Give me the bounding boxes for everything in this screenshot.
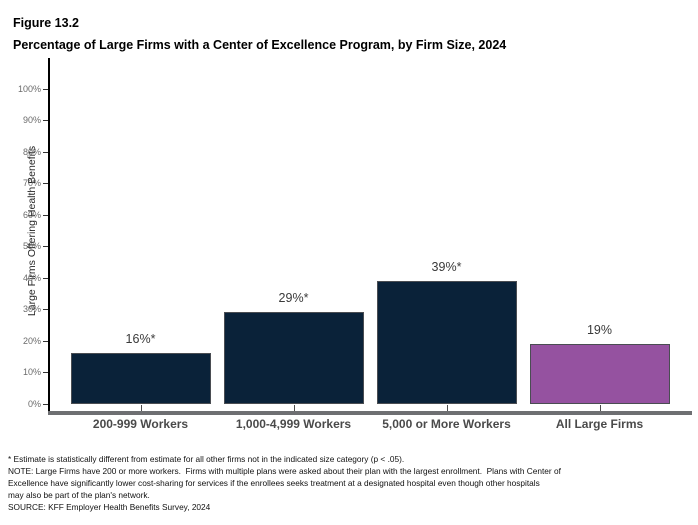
y-tick-mark: [43, 403, 48, 405]
y-tick-mark: [43, 246, 48, 247]
footnotes: * Estimate is statistically different fr…: [8, 453, 561, 513]
y-tick-label: 60%: [22, 209, 41, 220]
y-axis-line: [48, 58, 50, 411]
footnote-source: SOURCE: KFF Employer Health Benefits Sur…: [8, 502, 211, 512]
category-label: 200-999 Workers: [92, 417, 189, 431]
y-tick-mark: [43, 277, 48, 279]
y-tick-mark: [43, 120, 48, 121]
y-tick-mark: [43, 340, 48, 342]
y-tick-mark: [43, 183, 48, 184]
bar-2: [223, 312, 364, 405]
footnote-note-3: may also be part of the plan's network.: [8, 490, 150, 500]
y-tick-label: 40%: [22, 272, 41, 283]
bar-value-label: 39%*: [431, 259, 462, 274]
y-tick-label: 100%: [17, 83, 41, 94]
x-tick-mark: [140, 405, 142, 411]
category-label: 5,000 or More Workers: [382, 417, 511, 431]
x-tick-mark: [599, 405, 601, 411]
y-tick-label: 50%: [22, 241, 41, 251]
x-axis-line: [48, 411, 692, 415]
category-label: 1,000-4,999 Workers: [235, 417, 352, 431]
y-tick-mark: [43, 214, 48, 216]
footnote-note-1: NOTE: Large Firms have 200 or more worke…: [8, 466, 561, 476]
y-tick-mark: [43, 309, 48, 310]
bar-value-label: 29%*: [278, 291, 309, 306]
footnote-asterisk: * Estimate is statistically different fr…: [8, 454, 405, 464]
y-tick-label: 0%: [27, 398, 41, 409]
figure-number: Figure 13.2: [13, 16, 79, 30]
figure-title: Percentage of Large Firms with a Center …: [13, 38, 507, 52]
bar-3: [376, 280, 517, 405]
x-tick-mark: [293, 405, 295, 411]
footnote-note-2: Excellence have significantly lower cost…: [8, 478, 540, 488]
y-tick-label: 30%: [22, 304, 41, 314]
y-tick-mark: [43, 151, 48, 153]
y-tick-label: 10%: [22, 367, 41, 377]
category-label: All Large Firms: [555, 417, 644, 431]
bar-value-label: 19%: [586, 322, 613, 337]
bar-value-label: 16%*: [125, 332, 156, 347]
y-tick-label: 80%: [22, 146, 41, 157]
y-tick-mark: [43, 372, 48, 373]
x-tick-mark: [446, 405, 448, 411]
y-tick-mark: [43, 88, 48, 90]
y-tick-label: 70%: [22, 178, 41, 188]
y-tick-label: 90%: [22, 115, 41, 125]
y-tick-label: 20%: [22, 335, 41, 346]
bar-1: [70, 353, 211, 405]
bar-4: [529, 343, 670, 405]
